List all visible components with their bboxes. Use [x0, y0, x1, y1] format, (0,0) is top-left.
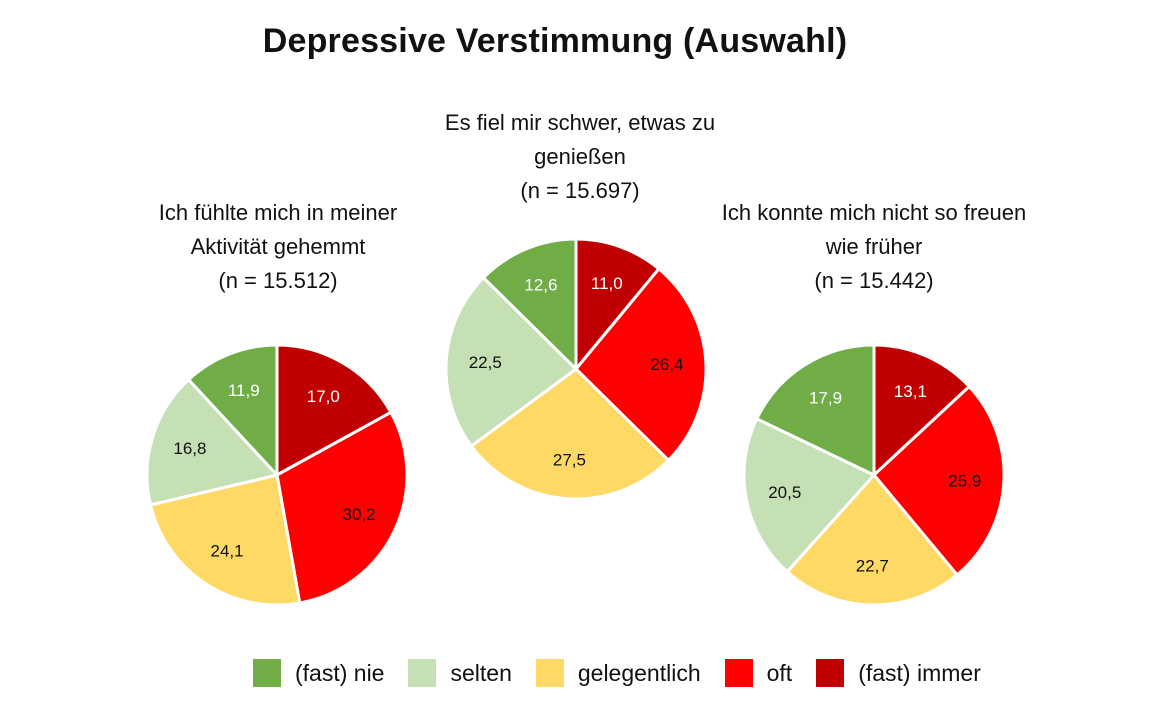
- legend-item-selten: selten: [408, 659, 512, 687]
- pie-2-label-nie: 12,6: [524, 276, 557, 295]
- pie-1-slice-nie: [187, 343, 279, 477]
- legend-label-selten: selten: [450, 659, 512, 686]
- pie-1-title: Ich fühlte mich in meiner Aktivität gehe…: [128, 196, 428, 298]
- legend-item-immer: (fast) immer: [816, 659, 981, 687]
- pie-3-title-line-2: wie früher: [825, 234, 923, 259]
- legend-label-oft: oft: [766, 659, 793, 686]
- pie-3-slice-immer: [872, 343, 971, 477]
- pie-2-slice-oft: [574, 267, 708, 462]
- legend-item-gelegentlich: gelegentlich: [535, 659, 701, 687]
- chart-title: Depressive Verstimmung (Auswahl): [262, 22, 848, 60]
- pie-2-title-line-3: (n = 15.697): [520, 178, 640, 203]
- pie-2-title-line-1: Es fiel mir schwer, etwas zu: [444, 110, 716, 135]
- pie-2-label-immer: 11,0: [591, 274, 623, 293]
- pie-3-title-line-1: Ich konnte mich nicht so freuen: [721, 200, 1027, 225]
- pie-2-slice-selten: [444, 276, 578, 448]
- pie-1-title-line-2: Aktivität gehemmt: [190, 234, 366, 259]
- pie-2-label-gelegentlich: 27,5: [553, 450, 586, 469]
- pie-2-slice-immer: [574, 237, 661, 371]
- pie-1-slice-oft: [275, 410, 409, 605]
- legend-label-gelegentlich: gelegentlich: [577, 659, 701, 686]
- pie-1-label-gelegentlich: 24,1: [210, 542, 243, 561]
- pie-chart-1: 17,0 30,2 24,1 16,8 11,9: [145, 343, 409, 607]
- legend-label-nie: (fast) nie: [295, 659, 385, 686]
- pie-2-label-oft: 26,4: [650, 355, 683, 374]
- legend-item-nie: (fast) nie: [253, 659, 384, 687]
- legend-swatch-selten: [408, 659, 437, 687]
- pie-2-slice-nie: [482, 237, 578, 371]
- pie-2-label-selten: 22,5: [469, 353, 502, 372]
- legend-swatch-oft: [724, 659, 753, 687]
- legend-swatch-nie: [253, 659, 281, 687]
- legend-label-immer: (fast) immer: [858, 659, 981, 686]
- pie-1-label-nie: 11,9: [228, 381, 260, 400]
- pie-chart-2: 11,0 26,4 27,5 22,5 12,6: [444, 237, 708, 501]
- legend: (fast) nie selten gelegentlich oft (fast…: [253, 658, 1005, 688]
- pie-3-label-immer: 13,1: [894, 382, 927, 401]
- pie-3-label-gelegentlich: 22,7: [856, 556, 889, 575]
- pie-1-slice-selten: [145, 378, 279, 507]
- pie-1-title-line-1: Ich fühlte mich in meiner: [158, 200, 398, 225]
- pie-1-title-line-3: (n = 15.512): [218, 268, 338, 293]
- pie-3-slice-nie: [755, 343, 876, 477]
- pie-1-slice-gelegentlich: [148, 473, 302, 607]
- pie-1-slice-immer: [275, 343, 393, 477]
- pie-3-label-selten: 20,5: [768, 483, 801, 502]
- pie-1-label-selten: 16,8: [173, 439, 206, 458]
- pie-2-slice-gelegentlich: [469, 367, 670, 501]
- legend-item-oft: oft: [724, 659, 793, 687]
- pie-3-slice-selten: [742, 417, 876, 574]
- pie-chart-3: 13,1 25,9 22,7 20,5 17,9: [742, 343, 1006, 607]
- pie-1-label-immer: 17,0: [307, 387, 340, 406]
- legend-swatch-immer: [816, 659, 845, 687]
- pie-3-title: Ich konnte mich nicht so freuen wie früh…: [688, 196, 1060, 298]
- pie-3-label-oft: 25,9: [948, 471, 981, 490]
- pie-3-slice-gelegentlich: [785, 473, 959, 607]
- pie-2-title: Es fiel mir schwer, etwas zu genießen (n…: [420, 106, 740, 208]
- pie-3-title-line-3: (n = 15.442): [814, 268, 934, 293]
- pie-2-title-line-2: genießen: [534, 144, 626, 169]
- pie-1-label-oft: 30,2: [343, 505, 376, 524]
- pie-3-label-nie: 17,9: [809, 388, 842, 407]
- pie-3-slice-oft: [872, 385, 1006, 577]
- legend-swatch-gelegentlich: [535, 659, 564, 687]
